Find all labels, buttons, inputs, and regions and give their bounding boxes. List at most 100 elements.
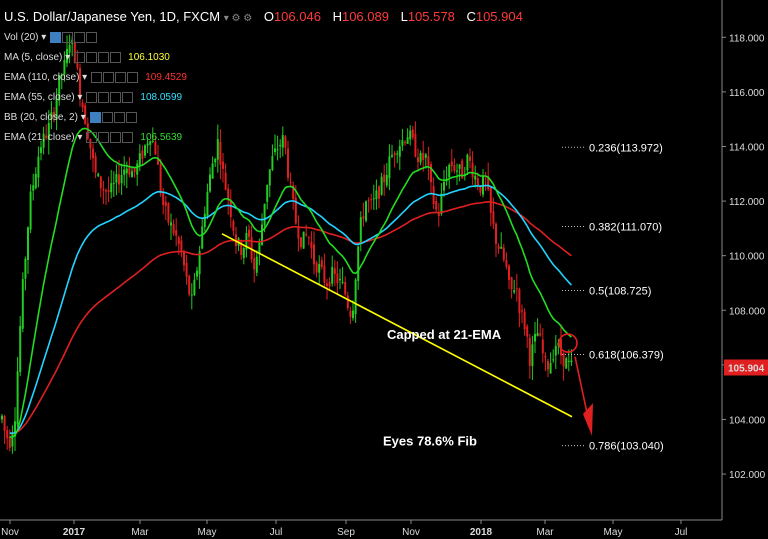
candle-body [409,130,412,140]
candle-body [427,156,430,166]
candle-body [562,352,565,367]
candle-body [378,186,380,199]
candle-body [274,148,276,153]
open-label: O [263,9,274,24]
indicator-control-icon[interactable] [122,92,134,104]
candle-body [258,241,261,255]
candle-body [391,155,393,157]
last-price-badge [724,359,768,376]
last-price-label: 105.904 [728,363,765,374]
indicator-control-icon[interactable] [98,92,110,104]
indicator-control-icon[interactable] [113,112,125,124]
candle-body [300,237,302,247]
candle-body [362,216,365,219]
indicator-value: 109.4529 [145,72,187,83]
candle-body [346,295,349,309]
y-tick-label: 104.000 [729,415,766,426]
indicator-control-icon[interactable] [110,92,122,104]
fib-level-label: 0.5(108.725) [589,285,651,297]
indicator-control-icon[interactable] [98,52,110,64]
candle-body [404,141,406,144]
low-label: L [400,9,408,24]
candle-body [570,360,573,363]
indicator-controls[interactable] [74,52,122,64]
candle-body [45,135,48,139]
indicator-control-icon[interactable] [86,52,98,64]
candle-body [115,173,118,183]
indicator-control-icon[interactable] [101,112,113,124]
indicator-control-icon[interactable] [125,112,137,124]
indicator-controls[interactable] [86,92,134,104]
indicator-control-icon[interactable] [103,72,115,84]
indicator-controls[interactable] [89,112,138,124]
indicator-controls[interactable] [91,72,139,84]
settings-icon[interactable]: ▾ ⚙ ⚙ [223,13,253,24]
close-label: C [466,9,476,24]
x-tick-label: May [198,527,217,538]
y-tick-label: 110.000 [729,252,765,263]
indicator-label: EMA (110, close) ▾ [4,72,88,83]
candle-body [167,203,170,223]
indicator-control-icon[interactable] [86,92,98,104]
candle-body [32,185,35,191]
x-tick-label: Jul [270,527,283,538]
indicator-control-icon[interactable] [62,32,74,44]
indicator-control-icon[interactable] [91,72,103,84]
candle-body [255,256,258,273]
candle-body [437,212,440,217]
candle-body [476,177,479,187]
indicator-control-icon[interactable] [110,52,122,64]
candle-body [508,265,510,280]
indicator-control-icon[interactable] [89,112,101,124]
indicator-control-icon[interactable] [110,132,122,144]
candle-body [63,60,66,75]
candle-body [71,39,74,44]
candle-body [79,68,81,100]
candle-body [172,224,175,234]
candle-body [276,149,279,151]
indicator-control-icon[interactable] [86,132,98,144]
indicator-control-icon[interactable] [50,32,62,44]
candle-body [518,289,521,314]
indicator-control-icon[interactable] [74,32,86,44]
indicator-controls[interactable] [50,32,98,44]
indicator-control-icon[interactable] [74,52,86,64]
x-tick-label: Sep [337,527,355,538]
candle-body [461,160,464,179]
x-tick-label: 2018 [470,527,493,538]
fib-level-label: 0.618(106.379) [589,350,664,362]
candle-body [1,415,3,420]
indicator-control-icon[interactable] [115,72,127,84]
indicator-row[interactable]: EMA (110, close) ▾ 109.4529 [4,72,187,84]
indicator-row[interactable]: MA (5, close) ▾ 106.1030 [4,52,170,64]
indicator-control-icon[interactable] [127,72,139,84]
support-trendline [221,233,573,418]
indicator-row[interactable]: EMA (21, close) ▾ 106.5639 [4,132,182,144]
chart-title[interactable]: U.S. Dollar/Japanese Yen, 1D, FXCM [4,9,221,24]
candle-body [396,153,399,155]
indicator-control-icon[interactable] [98,132,110,144]
candle-body [19,325,22,372]
candle-body [102,188,105,191]
candle-body [385,175,388,186]
high-value: 106.089 [341,9,389,24]
open-value: 106.046 [273,9,321,24]
candle-body [86,123,89,139]
candle-body [242,248,245,259]
candle-body [287,148,289,178]
indicator-control-icon[interactable] [86,32,98,44]
indicator-controls[interactable] [86,132,134,144]
indicator-row[interactable]: EMA (55, close) ▾ 108.0599 [4,92,182,104]
candle-body [58,75,61,101]
candle-body [419,152,422,163]
chart-header: U.S. Dollar/Japanese Yen, 1D, FXCM ▾ ⚙ ⚙… [4,9,523,24]
candle-body [110,183,113,193]
candle-body [84,105,87,125]
candle-body [141,150,144,159]
indicator-control-icon[interactable] [122,132,134,144]
candle-body [149,141,152,145]
indicator-row[interactable]: Vol (20) ▾ [4,32,98,44]
indicator-row[interactable]: BB (20, close, 2) ▾ [4,112,138,124]
candle-body [99,176,102,189]
